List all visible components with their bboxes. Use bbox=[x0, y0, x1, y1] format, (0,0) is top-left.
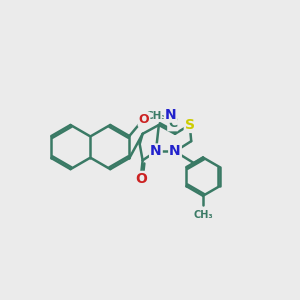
Text: O: O bbox=[135, 172, 147, 186]
Text: O: O bbox=[139, 113, 149, 126]
Text: N: N bbox=[169, 145, 181, 158]
Text: C: C bbox=[168, 117, 177, 130]
Text: N: N bbox=[165, 108, 176, 122]
Text: O: O bbox=[139, 113, 149, 126]
Text: N: N bbox=[150, 145, 162, 158]
Text: S: S bbox=[185, 118, 195, 132]
Text: CH₃: CH₃ bbox=[146, 111, 167, 121]
Text: CH₃: CH₃ bbox=[193, 210, 213, 220]
